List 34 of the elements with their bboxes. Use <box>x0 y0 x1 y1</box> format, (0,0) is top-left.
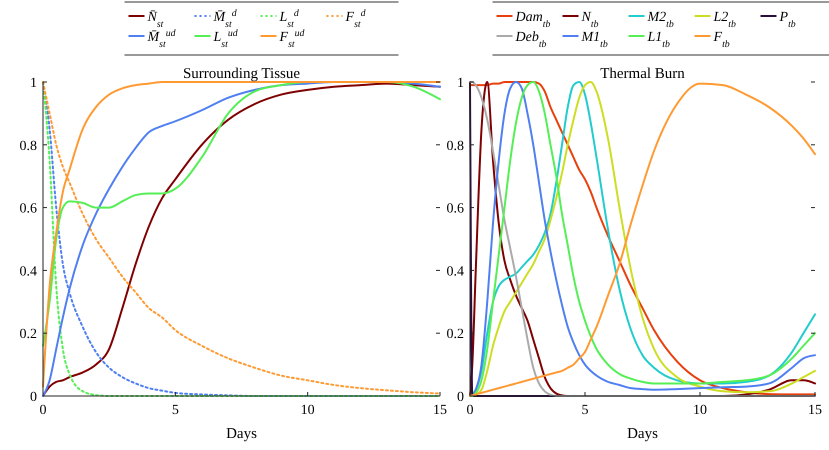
y-tick-label: 0.2 <box>20 327 37 342</box>
x-tick-label: 5 <box>172 403 179 418</box>
legend-label: M1$_{tb}$ <box>580 30 608 50</box>
x-axis-title: Days <box>226 426 258 442</box>
chart-title: Thermal Burn <box>600 66 686 82</box>
x-tick-label: 15 <box>808 403 822 418</box>
x-tick-label: 5 <box>582 403 588 418</box>
legend-label: L1$_{tb}$ <box>646 30 670 50</box>
y-tick-label: 0.8 <box>20 138 37 154</box>
legend-label: N$_{tb}$ <box>580 10 599 30</box>
x-tick-label: 0 <box>40 403 46 418</box>
legend-label: N̄$_{st}$ <box>146 10 164 30</box>
x-tick-label: 0 <box>466 403 474 418</box>
y-tick-label: 1 <box>30 76 37 91</box>
y-tick-label: 0.4 <box>446 264 464 280</box>
legend-label: M2$_{tb}$ <box>646 10 674 30</box>
legend-label: Deb$_{tb}$ <box>514 30 547 50</box>
y-tick-label: 0.2 <box>446 327 464 342</box>
x-tick-label: 10 <box>300 403 315 418</box>
chart-title: Surrounding Tissue <box>182 66 300 82</box>
x-tick-label: 10 <box>693 403 707 418</box>
legend-label: F$_{tb}$ <box>712 30 730 50</box>
y-tick-label: 0 <box>30 390 37 405</box>
legend-label: L2$_{tb}$ <box>712 10 736 30</box>
legend-label: Dam$_{tb}$ <box>514 10 550 30</box>
y-tick-label: 1 <box>457 76 464 91</box>
y-tick-label: 0.8 <box>446 138 464 154</box>
x-tick-label: 15 <box>433 403 447 418</box>
y-tick-label: 0.6 <box>446 202 464 217</box>
y-tick-label: 0 <box>457 390 464 405</box>
y-tick-label: 0.4 <box>20 264 37 280</box>
legend-label: P$_{tb}$ <box>778 10 796 30</box>
x-axis-title: Days <box>627 426 658 442</box>
y-tick-label: 0.6 <box>20 202 37 217</box>
